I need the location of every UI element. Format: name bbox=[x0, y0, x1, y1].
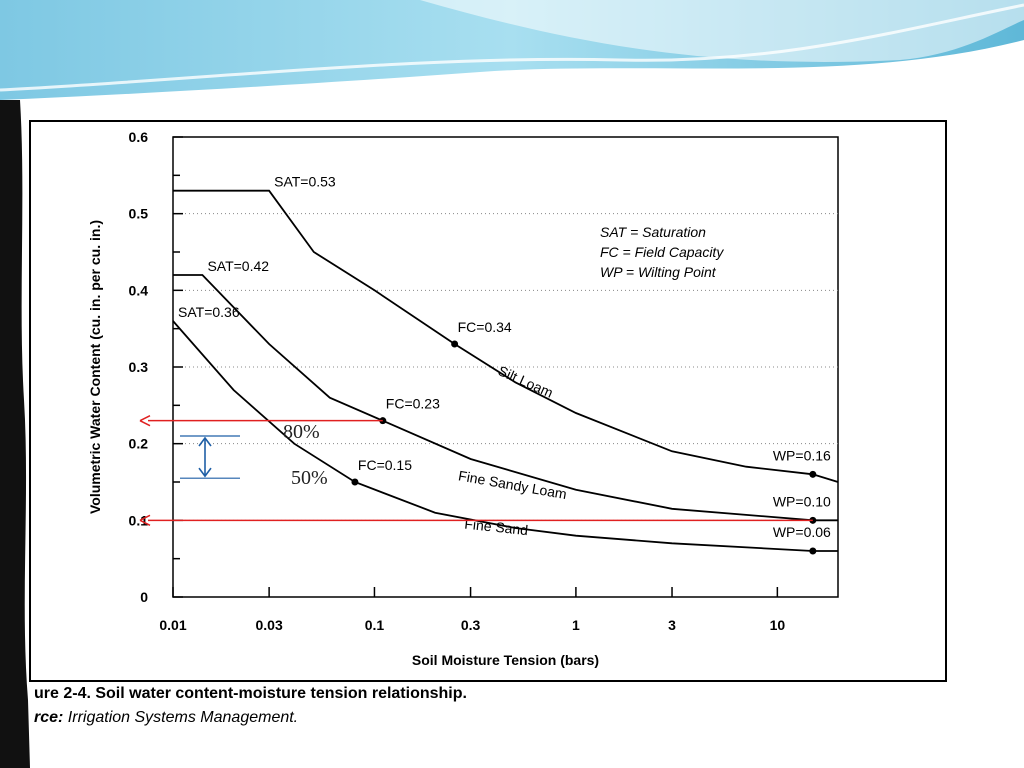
red-arrow-head bbox=[139, 414, 151, 427]
x-axis-label: Soil Moisture Tension (bars) bbox=[412, 652, 599, 668]
series-line bbox=[173, 189, 839, 483]
sat-label: SAT=0.36 bbox=[178, 304, 240, 320]
y-tick-label: 0.6 bbox=[129, 129, 149, 145]
figure-caption: ure 2-4. Soil water content-moisture ten… bbox=[34, 685, 467, 702]
y-tick-label: 0.3 bbox=[129, 359, 149, 375]
red-arrow-head bbox=[139, 514, 151, 527]
x-tick-label: 0.01 bbox=[159, 617, 186, 633]
x-tick-label: 1 bbox=[572, 617, 580, 633]
series-line bbox=[173, 274, 838, 522]
y-tick-label: 0.1 bbox=[129, 512, 149, 528]
series-label: Fine Sand bbox=[464, 516, 529, 539]
bracket-arrow-heads bbox=[198, 436, 212, 478]
y-tick-label: 0 bbox=[140, 589, 148, 605]
x-tick-label: 3 bbox=[668, 617, 676, 633]
source-label: rce: bbox=[34, 709, 64, 726]
source-text: Irrigation Systems Management. bbox=[63, 709, 299, 726]
data-label: FC=0.23 bbox=[386, 396, 440, 412]
series-label: Fine Sandy Loam bbox=[457, 467, 568, 502]
data-point bbox=[351, 478, 359, 486]
data-point bbox=[809, 547, 817, 555]
percent-label: 50% bbox=[291, 467, 328, 489]
data-label: WP=0.06 bbox=[773, 524, 831, 540]
data-label: WP=0.10 bbox=[773, 493, 831, 509]
data-point bbox=[451, 340, 459, 348]
legend-entry: SAT = Saturation bbox=[600, 224, 706, 240]
data-label: WP=0.16 bbox=[773, 447, 831, 463]
left-dark-strip bbox=[0, 100, 30, 768]
sat-label: SAT=0.42 bbox=[207, 258, 269, 274]
legend-entry: WP = Wilting Point bbox=[600, 264, 717, 280]
figure-source: rce: Irrigation Systems Management. bbox=[34, 709, 298, 727]
data-label: FC=0.34 bbox=[458, 319, 512, 335]
legend-entry: FC = Field Capacity bbox=[600, 244, 724, 260]
y-tick-label: 0.2 bbox=[129, 436, 149, 452]
y-tick-label: 0.5 bbox=[129, 206, 149, 222]
data-label: FC=0.15 bbox=[358, 457, 412, 473]
sat-label: SAT=0.53 bbox=[274, 174, 336, 190]
series-line bbox=[172, 320, 838, 552]
x-tick-label: 0.1 bbox=[365, 617, 385, 633]
x-tick-label: 0.3 bbox=[461, 617, 481, 633]
y-axis-label: Volumetric Water Content (cu. in. per cu… bbox=[87, 220, 103, 514]
series-label: Silt Loam bbox=[496, 362, 556, 400]
x-tick-label: 0.03 bbox=[255, 617, 282, 633]
banner-swirl bbox=[420, 0, 1024, 62]
x-tick-label: 10 bbox=[770, 617, 786, 633]
data-point bbox=[809, 470, 817, 478]
percent-label: 80% bbox=[283, 421, 320, 443]
y-tick-label: 0.4 bbox=[129, 282, 149, 298]
